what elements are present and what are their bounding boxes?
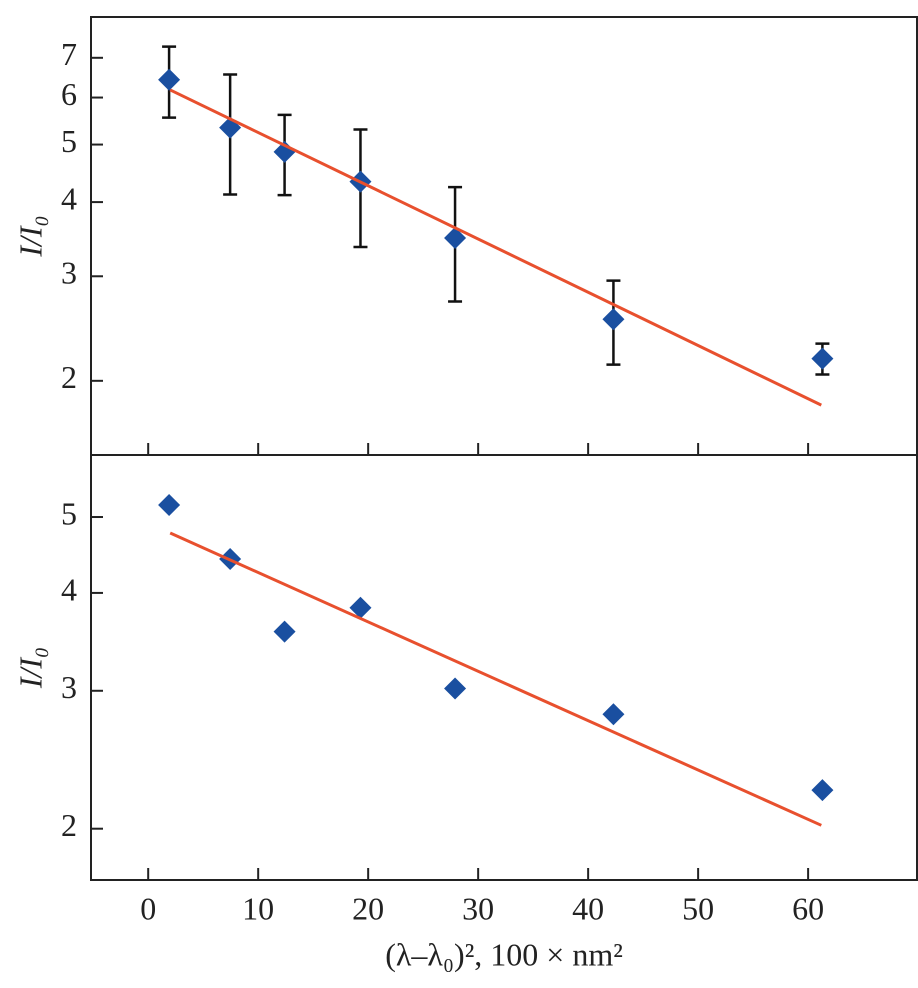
y-tick-label: 2 bbox=[61, 359, 77, 395]
y-tick-label: 5 bbox=[61, 123, 77, 159]
data-point bbox=[602, 308, 625, 331]
plot-frame bbox=[90, 16, 918, 456]
x-tick-label: 10 bbox=[242, 890, 274, 926]
x-tick-label: 30 bbox=[462, 890, 494, 926]
y-axis-label: I/I₀ bbox=[12, 215, 48, 257]
data-point bbox=[602, 703, 625, 726]
y-tick-label: 4 bbox=[61, 571, 77, 607]
data-point bbox=[273, 620, 296, 643]
data-point bbox=[811, 347, 834, 370]
x-tick-label: 20 bbox=[352, 890, 384, 926]
y-tick-label: 3 bbox=[61, 669, 77, 705]
data-point bbox=[444, 227, 467, 250]
y-axis-label: I/I₀ bbox=[12, 647, 48, 689]
data-point bbox=[444, 677, 467, 700]
fit-line bbox=[169, 531, 822, 827]
y-tick-label: 2 bbox=[61, 807, 77, 843]
x-tick-label: 60 bbox=[792, 890, 824, 926]
x-tick-label: 0 bbox=[140, 890, 156, 926]
x-tick-label: 50 bbox=[682, 890, 714, 926]
y-tick-label: 5 bbox=[61, 495, 77, 531]
fit-line bbox=[169, 88, 822, 407]
data-point bbox=[158, 68, 181, 91]
data-point bbox=[349, 596, 372, 619]
y-tick-label: 6 bbox=[61, 76, 77, 112]
y-tick-label: 7 bbox=[61, 36, 77, 72]
x-tick-label: 40 bbox=[572, 890, 604, 926]
y-tick-label: 4 bbox=[61, 180, 77, 216]
y-tick-label: 3 bbox=[61, 255, 77, 291]
plot-frame bbox=[90, 454, 918, 881]
data-point bbox=[158, 493, 181, 516]
data-point bbox=[811, 779, 834, 802]
x-axis-label: (λ–λ₀)², 100 × nm² bbox=[385, 936, 623, 972]
